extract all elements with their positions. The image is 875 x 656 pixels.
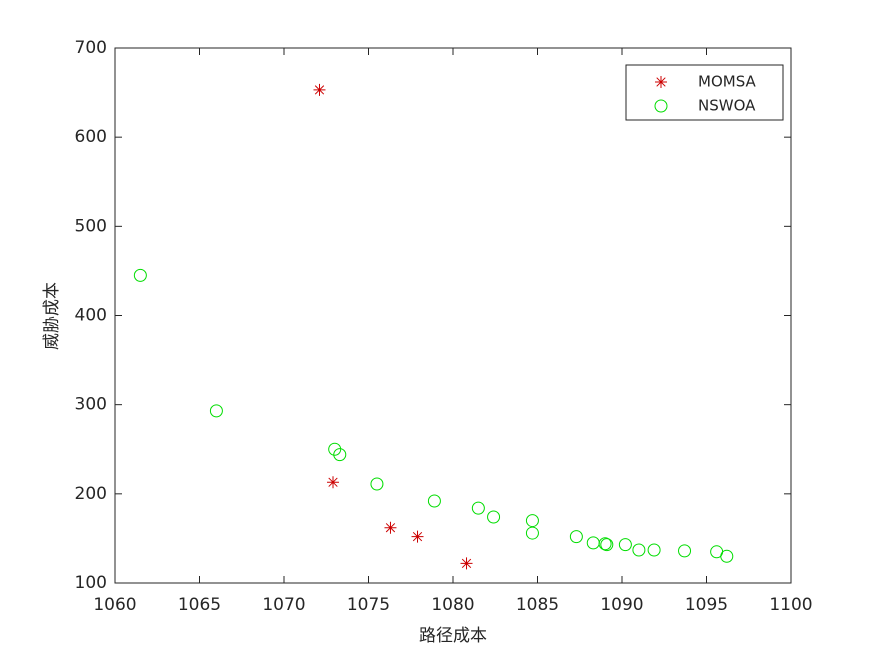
point xyxy=(333,448,347,462)
point xyxy=(647,543,661,557)
legend-box xyxy=(625,64,784,121)
point xyxy=(133,268,147,282)
y-axis-label: 威胁成本 xyxy=(42,282,62,350)
x-tick-label: 1065 xyxy=(178,595,221,615)
y-tick-label: 200 xyxy=(75,484,107,504)
point xyxy=(598,537,612,551)
y-tick-label: 400 xyxy=(75,306,107,326)
point xyxy=(600,538,614,552)
y-tick-label: 600 xyxy=(75,127,107,147)
point xyxy=(327,476,340,489)
x-tick-label: 1060 xyxy=(93,595,136,615)
point xyxy=(471,501,485,515)
legend-marker xyxy=(654,99,668,113)
y-tick-label: 100 xyxy=(75,573,107,593)
x-axis-label: 路径成本 xyxy=(419,626,487,646)
x-tick-label: 1080 xyxy=(431,595,474,615)
point xyxy=(209,404,223,418)
legend-marker xyxy=(655,76,667,88)
x-tick-label: 1070 xyxy=(262,595,305,615)
point xyxy=(678,544,692,558)
point xyxy=(427,494,441,508)
x-tick-label: 1095 xyxy=(685,595,728,615)
point xyxy=(618,538,632,552)
point xyxy=(313,83,326,96)
point xyxy=(384,521,397,534)
y-tick-label: 500 xyxy=(75,216,107,236)
point xyxy=(720,549,734,563)
point xyxy=(487,510,501,524)
legend-label: NSWOA xyxy=(698,97,756,115)
point xyxy=(569,530,583,544)
x-tick-label: 1100 xyxy=(769,595,812,615)
point xyxy=(411,530,424,543)
x-tick-label: 1090 xyxy=(600,595,643,615)
point xyxy=(632,543,646,557)
x-tick-label: 1075 xyxy=(347,595,390,615)
legend-label: MOMSA xyxy=(698,73,756,91)
point xyxy=(370,477,384,491)
plot-area xyxy=(114,47,792,584)
point xyxy=(328,442,342,456)
y-tick-label: 700 xyxy=(75,38,107,58)
point xyxy=(460,557,473,570)
x-tick-label: 1085 xyxy=(516,595,559,615)
y-tick-label: 300 xyxy=(75,395,107,415)
point xyxy=(525,526,539,540)
